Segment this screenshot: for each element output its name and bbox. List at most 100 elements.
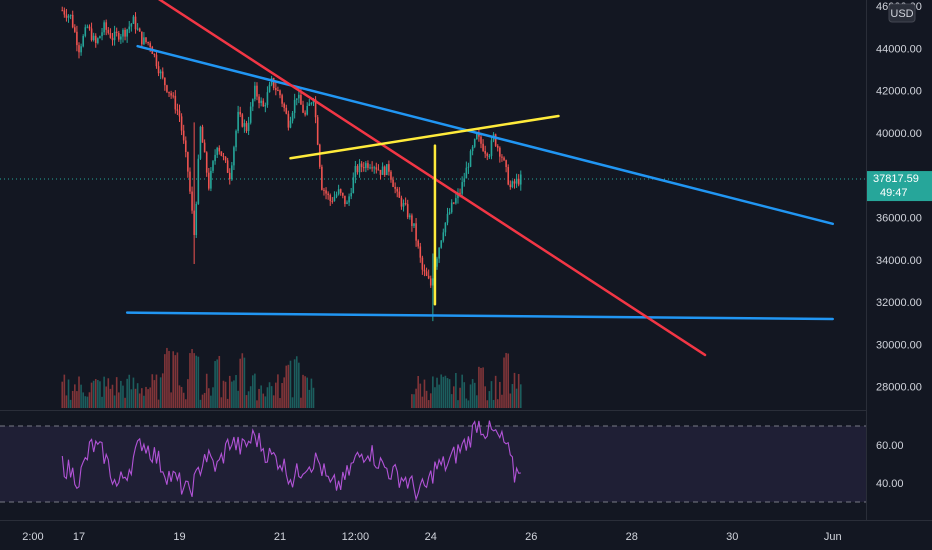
candlestick (354, 160, 357, 184)
candlestick (226, 157, 229, 174)
volume-bar (143, 395, 145, 408)
candle-body (67, 15, 70, 18)
candlestick (80, 43, 82, 56)
candlestick (333, 191, 336, 202)
candle-body (295, 98, 298, 100)
volume-bar (130, 389, 133, 408)
volume-bar (189, 353, 191, 408)
price-pane[interactable] (0, 0, 866, 410)
candlestick (392, 176, 394, 188)
candlestick (396, 186, 399, 198)
candle-body (122, 29, 124, 37)
candle-countdown: 49:47 (880, 187, 908, 199)
candlestick (176, 103, 179, 116)
candlestick (337, 184, 340, 196)
candle-body (392, 179, 394, 187)
candlestick (379, 169, 382, 180)
candlestick (318, 143, 321, 169)
candlestick (159, 69, 162, 80)
volume-bar (275, 382, 277, 408)
candlestick (362, 162, 365, 172)
candle-body (155, 54, 158, 67)
candle-body (409, 215, 411, 218)
volume-bar (281, 383, 283, 408)
candle-body (388, 164, 390, 172)
volume-bar (513, 372, 516, 408)
currency-badge[interactable]: USD (888, 3, 916, 23)
candlestick (352, 172, 355, 194)
candle-body (396, 188, 399, 192)
candlestick (172, 92, 175, 99)
candlestick (262, 98, 265, 107)
candlestick (404, 197, 407, 206)
volume-bar (228, 375, 231, 408)
candle-body (115, 31, 118, 33)
volume-bar (427, 400, 430, 408)
candle-body (507, 167, 510, 185)
candle-body (193, 210, 195, 236)
candle-body (356, 166, 359, 173)
candle-body (149, 43, 151, 47)
rsi-tick-label: 60.00 (876, 440, 904, 452)
candlestick (251, 98, 254, 112)
candle-body (513, 181, 516, 184)
candle-body (494, 134, 497, 146)
trendlines[interactable] (125, 0, 834, 357)
candlestick (254, 81, 256, 102)
candlestick (105, 19, 108, 36)
candle-body (450, 202, 453, 213)
candlestick (189, 167, 191, 195)
rsi-pane[interactable] (0, 420, 866, 503)
candle-body (231, 165, 233, 180)
candle-body (109, 32, 112, 38)
candle-body (130, 23, 133, 27)
candlestick (335, 191, 338, 199)
candlestick (166, 84, 168, 94)
volume-bar (237, 390, 239, 408)
candlestick (306, 102, 309, 116)
candle-body (78, 45, 80, 53)
candlestick (201, 124, 204, 143)
price-tick-label: 40000.00 (876, 128, 922, 140)
volume-bar (283, 377, 285, 408)
candlestick (184, 136, 187, 158)
candle-body (484, 150, 486, 154)
time-tick-label: 12:00 (342, 531, 370, 543)
candle-body (469, 151, 472, 167)
candle-body (515, 178, 518, 184)
candlesticks (61, 6, 522, 322)
candle-body (241, 114, 244, 127)
candlestick (109, 28, 112, 39)
candlestick (130, 22, 133, 32)
candlestick (425, 267, 428, 277)
rising-yellow-line (289, 114, 560, 160)
rsi-band (0, 426, 866, 502)
candlestick (97, 37, 99, 45)
price-axis[interactable]: 46000.0044000.0042000.0040000.0036000.00… (866, 0, 932, 520)
volume-bar (494, 375, 497, 408)
candlestick (138, 27, 141, 32)
candlestick (513, 178, 516, 189)
descending-resistance (136, 44, 834, 226)
volume-bar (486, 400, 489, 408)
candle-body (333, 196, 336, 202)
volume-bar (517, 373, 520, 408)
candlestick (346, 200, 348, 205)
candle-body (419, 246, 422, 258)
candlestick (488, 153, 491, 159)
volume-bar (260, 385, 262, 408)
volume-bar (411, 394, 413, 408)
candlestick (199, 125, 202, 161)
volume-bar (201, 394, 204, 408)
candle-body (134, 16, 137, 30)
candlestick (132, 14, 135, 24)
time-axis[interactable]: 2:00 17 19 21 12:00 24 26 28 30 Jun (0, 520, 932, 550)
candle-body (86, 26, 89, 28)
candlestick (208, 167, 210, 191)
candlestick (509, 180, 512, 190)
candlestick (107, 27, 110, 35)
candle-body (289, 120, 292, 128)
candle-body (245, 123, 248, 132)
volume-bar (425, 390, 428, 408)
